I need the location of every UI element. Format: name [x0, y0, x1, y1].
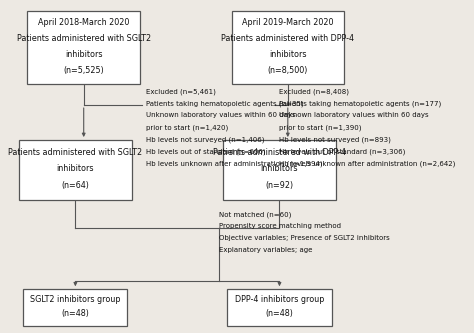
Bar [23, 289, 128, 326]
Text: inhibitors: inhibitors [269, 50, 307, 59]
Text: prior to start (n=1,420): prior to start (n=1,420) [146, 125, 228, 131]
Text: April 2019-March 2020: April 2019-March 2020 [242, 18, 334, 27]
Text: Patients administered with SGLT2: Patients administered with SGLT2 [9, 148, 143, 157]
Text: Propensity score matching method: Propensity score matching method [219, 223, 341, 229]
Text: (n=5,525): (n=5,525) [64, 66, 104, 75]
Text: Hb levels unknown after administration (n=1,994): Hb levels unknown after administration (… [146, 160, 323, 167]
Text: Patients taking hematopoietic agents (n=177): Patients taking hematopoietic agents (n=… [280, 101, 442, 107]
Text: April 2018-March 2020: April 2018-March 2020 [38, 18, 129, 27]
Bar [228, 289, 331, 326]
Text: inhibitors: inhibitors [65, 50, 102, 59]
Bar [232, 11, 344, 84]
Text: Unknown laboratory values within 60 days: Unknown laboratory values within 60 days [280, 113, 429, 119]
Text: prior to start (n=1,390): prior to start (n=1,390) [280, 125, 362, 131]
Text: Unknown laboratory values within 60 days: Unknown laboratory values within 60 days [146, 113, 296, 119]
Text: DPP-4 inhibitors group: DPP-4 inhibitors group [235, 295, 324, 304]
Text: Excluded (n=5,461): Excluded (n=5,461) [146, 89, 216, 95]
Text: Patients administered with DPP-4: Patients administered with DPP-4 [221, 34, 354, 43]
Text: Hb levels out of standard (n=606): Hb levels out of standard (n=606) [146, 148, 266, 155]
Bar [19, 140, 132, 200]
Text: (n=92): (n=92) [265, 181, 293, 190]
Text: SGLT2 inhibitors group: SGLT2 inhibitors group [30, 295, 120, 304]
Text: Objective variables; Presence of SGLT2 inhibitors: Objective variables; Presence of SGLT2 i… [219, 235, 390, 241]
Text: Patients administered with SGLT2: Patients administered with SGLT2 [17, 34, 151, 43]
Text: Patients administered with DPP-4: Patients administered with DPP-4 [213, 148, 346, 157]
Text: Hb levels not surveyed (n=893): Hb levels not surveyed (n=893) [280, 136, 392, 143]
Text: (n=48): (n=48) [62, 309, 89, 318]
Text: (n=48): (n=48) [265, 309, 293, 318]
Text: Not matched (n=60): Not matched (n=60) [219, 211, 292, 218]
Text: Patients taking hematopoietic agents (n=35): Patients taking hematopoietic agents (n=… [146, 101, 304, 107]
Text: (n=64): (n=64) [62, 181, 89, 190]
Text: Hb levels unknown after administration (n=2,642): Hb levels unknown after administration (… [280, 160, 456, 167]
Bar [27, 11, 140, 84]
Text: Explanatory variables; age: Explanatory variables; age [219, 247, 312, 253]
Text: inhibitors: inhibitors [261, 165, 298, 173]
Text: Excluded (n=8,408): Excluded (n=8,408) [280, 89, 349, 95]
Text: Hb levels not surveyed (n=1,406): Hb levels not surveyed (n=1,406) [146, 136, 264, 143]
Bar [223, 140, 336, 200]
Text: inhibitors: inhibitors [56, 165, 94, 173]
Text: Hb levels out of standard (n=3,306): Hb levels out of standard (n=3,306) [280, 148, 406, 155]
Text: (n=8,500): (n=8,500) [268, 66, 308, 75]
